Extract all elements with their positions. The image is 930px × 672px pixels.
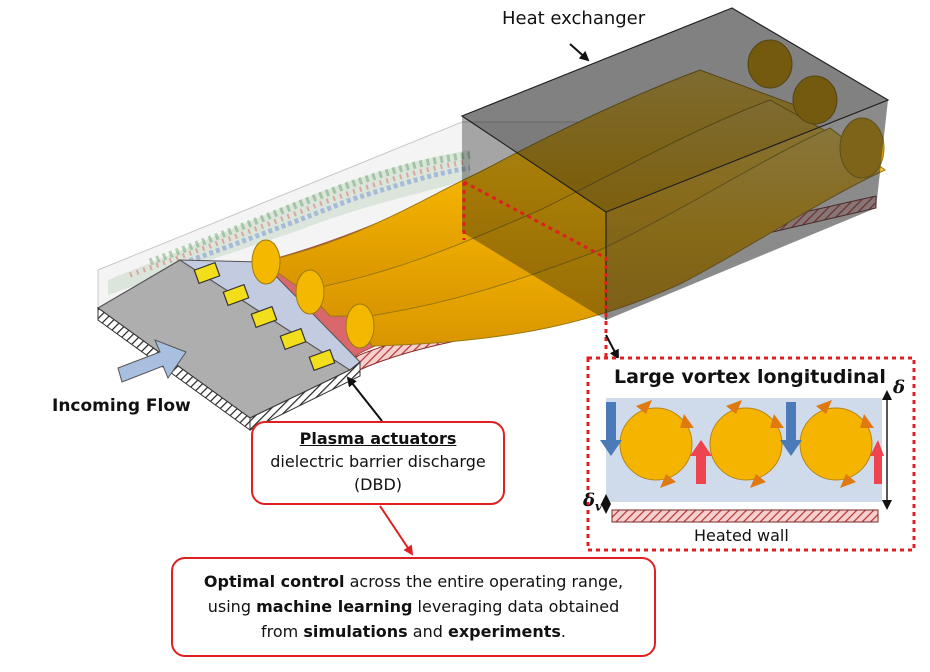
- optimal-text-1: across the entire operating range,: [344, 572, 624, 591]
- optimal-line-3: from simulations and experiments.: [173, 619, 654, 644]
- plasma-actuators-box: Plasma actuators dielectric barrier disc…: [251, 421, 505, 505]
- cross-section-pointer: [605, 334, 619, 360]
- optimal-bold-2: machine learning: [256, 597, 413, 616]
- optimal-text-3: leveraging data obtained: [412, 597, 620, 616]
- optimal-bold-4: experiments: [447, 622, 561, 641]
- vortex-tube-end: [251, 239, 281, 285]
- delta-label: δ: [893, 377, 906, 398]
- inset-vortex: [709, 407, 783, 481]
- optimal-line-2: using machine learning leveraging data o…: [173, 594, 654, 619]
- delta-v-subscript: v: [595, 499, 602, 514]
- optimal-bold-3: simulations: [303, 622, 408, 641]
- plasma-abbrev: (DBD): [353, 475, 403, 494]
- inset-heated-wall: [611, 509, 879, 523]
- heat-exchanger-pointer: [569, 43, 590, 62]
- heat-exchanger-label: Heat exchanger: [502, 8, 646, 29]
- delta-v-label: δv: [583, 490, 602, 514]
- heat-exchanger-box: [460, 7, 890, 320]
- control-link-arrow: [379, 505, 414, 556]
- heated-wall-label: Heated wall: [694, 526, 789, 545]
- actuator-pad: [308, 348, 336, 372]
- cross-section-outline: [462, 180, 608, 380]
- plasma-subtitle: dielectric barrier discharge: [270, 452, 486, 471]
- delta-v-symbol: δ: [583, 490, 596, 511]
- optimal-text-5: and: [407, 622, 448, 641]
- upwash-arrow: [870, 440, 884, 484]
- optimal-control-box: Optimal control across the entire operat…: [171, 557, 656, 657]
- vortex-tube-end: [295, 269, 325, 315]
- dbd-actuators: [193, 261, 336, 372]
- optimal-text-6: .: [560, 622, 567, 641]
- optimal-text-2: using: [207, 597, 257, 616]
- actuator-pad: [222, 283, 250, 307]
- vortex-inset: [586, 356, 916, 552]
- plasma-title: Plasma actuators: [299, 429, 457, 448]
- incoming-flow-arrow: [117, 339, 187, 383]
- inset-vortex: [619, 407, 693, 481]
- actuator-pad: [250, 305, 278, 329]
- inset-title: Large vortex longitudinal: [614, 366, 886, 388]
- optimal-text-4: from: [260, 622, 304, 641]
- optimal-bold-1: Optimal control: [203, 572, 345, 591]
- incoming-flow-label: Incoming Flow: [52, 396, 191, 416]
- vortex-tube-end: [345, 303, 375, 349]
- downwash-arrow: [780, 402, 802, 456]
- actuator-pad: [279, 327, 307, 351]
- downwash-arrow: [600, 402, 622, 456]
- plasma-pointer: [346, 376, 383, 422]
- actuator-pad: [193, 261, 221, 285]
- optimal-line-1: Optimal control across the entire operat…: [173, 569, 654, 594]
- upwash-arrow: [690, 440, 712, 484]
- inset-vortex: [799, 407, 873, 481]
